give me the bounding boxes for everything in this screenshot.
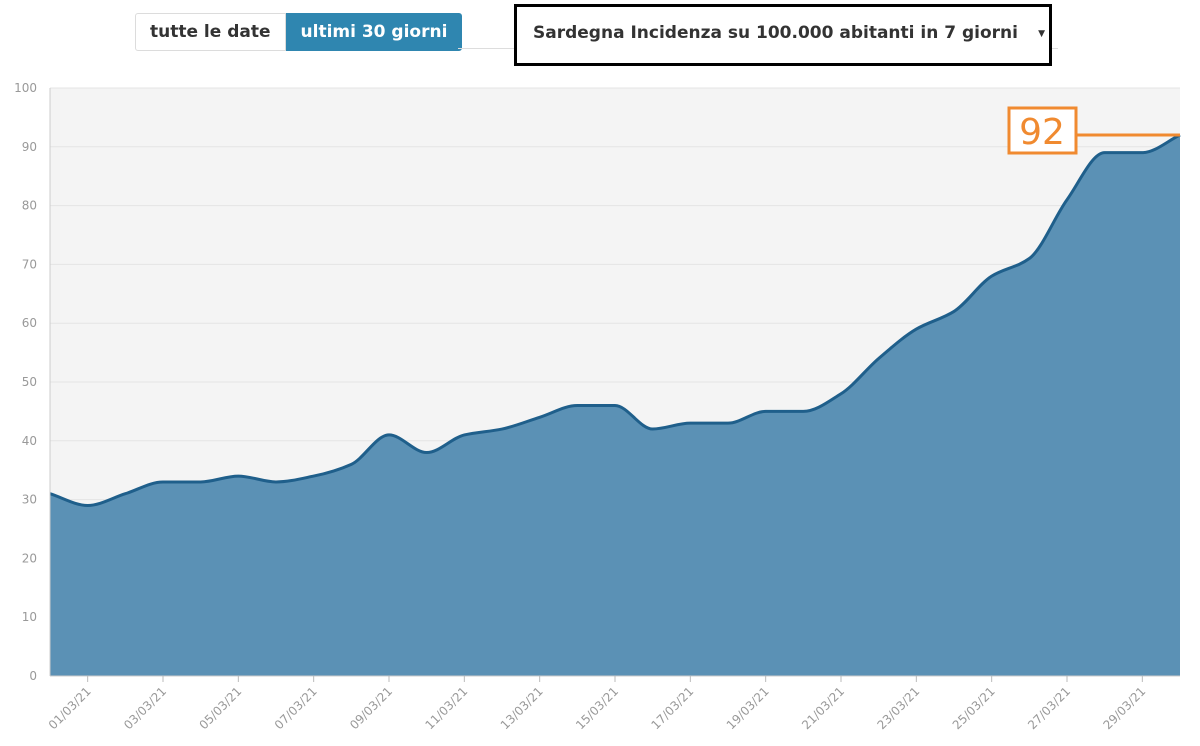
data-point — [877, 356, 881, 360]
x-tick-label: 03/03/21 — [121, 684, 169, 732]
y-tick-label: 90 — [22, 140, 37, 154]
data-point — [312, 474, 316, 478]
data-point — [538, 415, 542, 419]
data-point — [349, 462, 353, 466]
data-point — [500, 427, 504, 431]
x-tick-label: 19/03/21 — [724, 684, 772, 732]
tab-all-dates[interactable]: tutte le date — [135, 13, 286, 51]
data-point — [199, 480, 203, 484]
y-tick-label: 60 — [22, 316, 37, 330]
y-tick-label: 20 — [22, 551, 37, 565]
chevron-down-icon: ▼ — [1038, 29, 1045, 39]
y-tick-label: 10 — [22, 610, 37, 624]
x-tick-label: 21/03/21 — [799, 684, 847, 732]
data-point — [575, 404, 579, 408]
data-point — [613, 404, 617, 408]
data-point — [726, 421, 730, 425]
data-point — [425, 451, 429, 455]
x-tick-label: 05/03/21 — [196, 684, 244, 732]
data-point — [952, 309, 956, 313]
data-point — [1065, 198, 1069, 202]
data-point — [651, 427, 655, 431]
data-point — [274, 480, 278, 484]
data-point — [764, 409, 768, 413]
series-line — [49, 133, 1181, 507]
date-range-tabs: tutte le date ultimi 30 giorni — [135, 13, 463, 51]
x-tick-label: 23/03/21 — [874, 684, 922, 732]
data-point — [387, 433, 391, 437]
x-tick-label: 13/03/21 — [498, 684, 546, 732]
data-point — [990, 274, 994, 278]
data-point — [839, 392, 843, 396]
region-metric-select[interactable]: Sardegna Incidenza su 100.000 abitanti i… — [514, 4, 1052, 66]
x-tick-label: 01/03/21 — [46, 684, 94, 732]
last-value-label: 92 — [1019, 112, 1065, 153]
select-value: Sardegna Incidenza su 100.000 abitanti i… — [533, 23, 1018, 43]
data-point — [914, 327, 918, 331]
data-point — [1140, 151, 1144, 155]
x-tick-label: 09/03/21 — [347, 684, 395, 732]
y-tick-label: 80 — [22, 199, 37, 213]
data-point — [236, 474, 240, 478]
y-tick-label: 30 — [22, 493, 37, 507]
data-point — [86, 503, 90, 507]
x-tick-label: 17/03/21 — [648, 684, 696, 732]
data-point — [123, 492, 127, 496]
data-point — [1103, 151, 1107, 155]
data-point — [801, 409, 805, 413]
tab-last-30-days[interactable]: ultimi 30 giorni — [285, 13, 463, 51]
last-value-box — [1007, 106, 1078, 155]
data-point — [688, 421, 692, 425]
x-tick-label: 29/03/21 — [1100, 684, 1148, 732]
x-tick-label: 07/03/21 — [272, 684, 320, 732]
y-tick-label: 100 — [14, 81, 37, 95]
x-tick-label: 11/03/21 — [422, 684, 470, 732]
x-tick-label: 25/03/21 — [950, 684, 998, 732]
x-tick-label: 27/03/21 — [1025, 684, 1073, 732]
x-tick-label: 15/03/21 — [573, 684, 621, 732]
data-point — [161, 480, 165, 484]
data-point — [462, 433, 466, 437]
y-tick-label: 40 — [22, 434, 37, 448]
y-tick-label: 70 — [22, 257, 37, 271]
data-point — [1027, 257, 1031, 261]
y-tick-label: 0 — [29, 669, 37, 683]
y-tick-label: 50 — [22, 375, 37, 389]
